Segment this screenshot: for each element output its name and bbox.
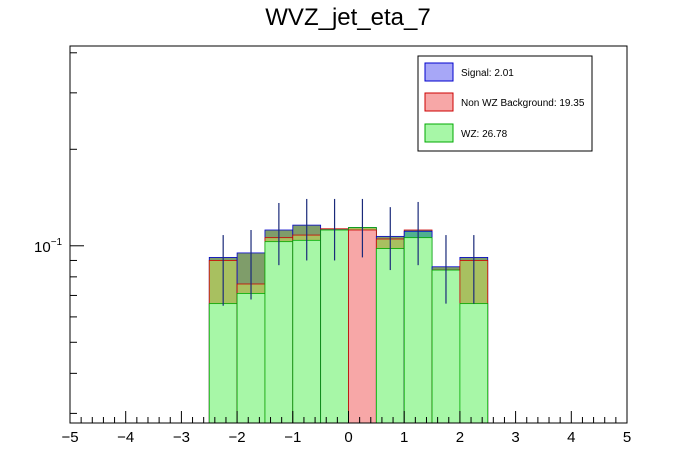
x-tick-label: 3 (511, 429, 519, 446)
bar-wz-bin-2 (264, 241, 294, 424)
x-tick-label: −5 (61, 429, 78, 446)
legend: Signal: 2.01 Non WZ Background: 19.35 WZ… (417, 55, 593, 152)
x-tick-label: 5 (623, 429, 631, 446)
x-tick-label: 1 (400, 429, 408, 446)
legend-label-signal: Signal: 2.01 (461, 68, 514, 79)
bar-non-wz-background-bin-5 (348, 229, 377, 424)
y-tick-base: 10 (34, 239, 51, 256)
bar-wz-bin-6 (375, 248, 405, 424)
error-bars (222, 198, 475, 306)
y-tick-label: 10−1 (34, 237, 63, 256)
x-tick-label: −4 (117, 429, 134, 446)
x-tick-label: −2 (229, 429, 246, 446)
bar-wz-bin-3 (292, 239, 322, 424)
x-tick-label: 0 (344, 429, 352, 446)
legend-swatch-non-wz-background (424, 92, 454, 112)
legend-label-non-wz-background: Non WZ Background: 19.35 (461, 98, 585, 109)
x-tick-label: 2 (456, 429, 464, 446)
chart-title: WVZ_jet_eta_7 (265, 4, 430, 31)
x-tick-label: −3 (173, 429, 190, 446)
legend-swatch-wz (424, 123, 454, 143)
y-tick-exponent: −1 (51, 237, 63, 248)
y-axis: 10−1 (34, 52, 84, 414)
legend-swatch-signal (424, 62, 454, 82)
bar-wz-bin-0 (208, 303, 238, 424)
x-tick-label: 4 (567, 429, 575, 446)
legend-label-wz: WZ: 26.78 (461, 129, 508, 140)
bar-wz-bin-1 (236, 293, 266, 424)
x-tick-label: −1 (284, 429, 301, 446)
bar-wz-bin-9 (459, 303, 489, 424)
bar-wz-bin-7 (403, 237, 433, 424)
